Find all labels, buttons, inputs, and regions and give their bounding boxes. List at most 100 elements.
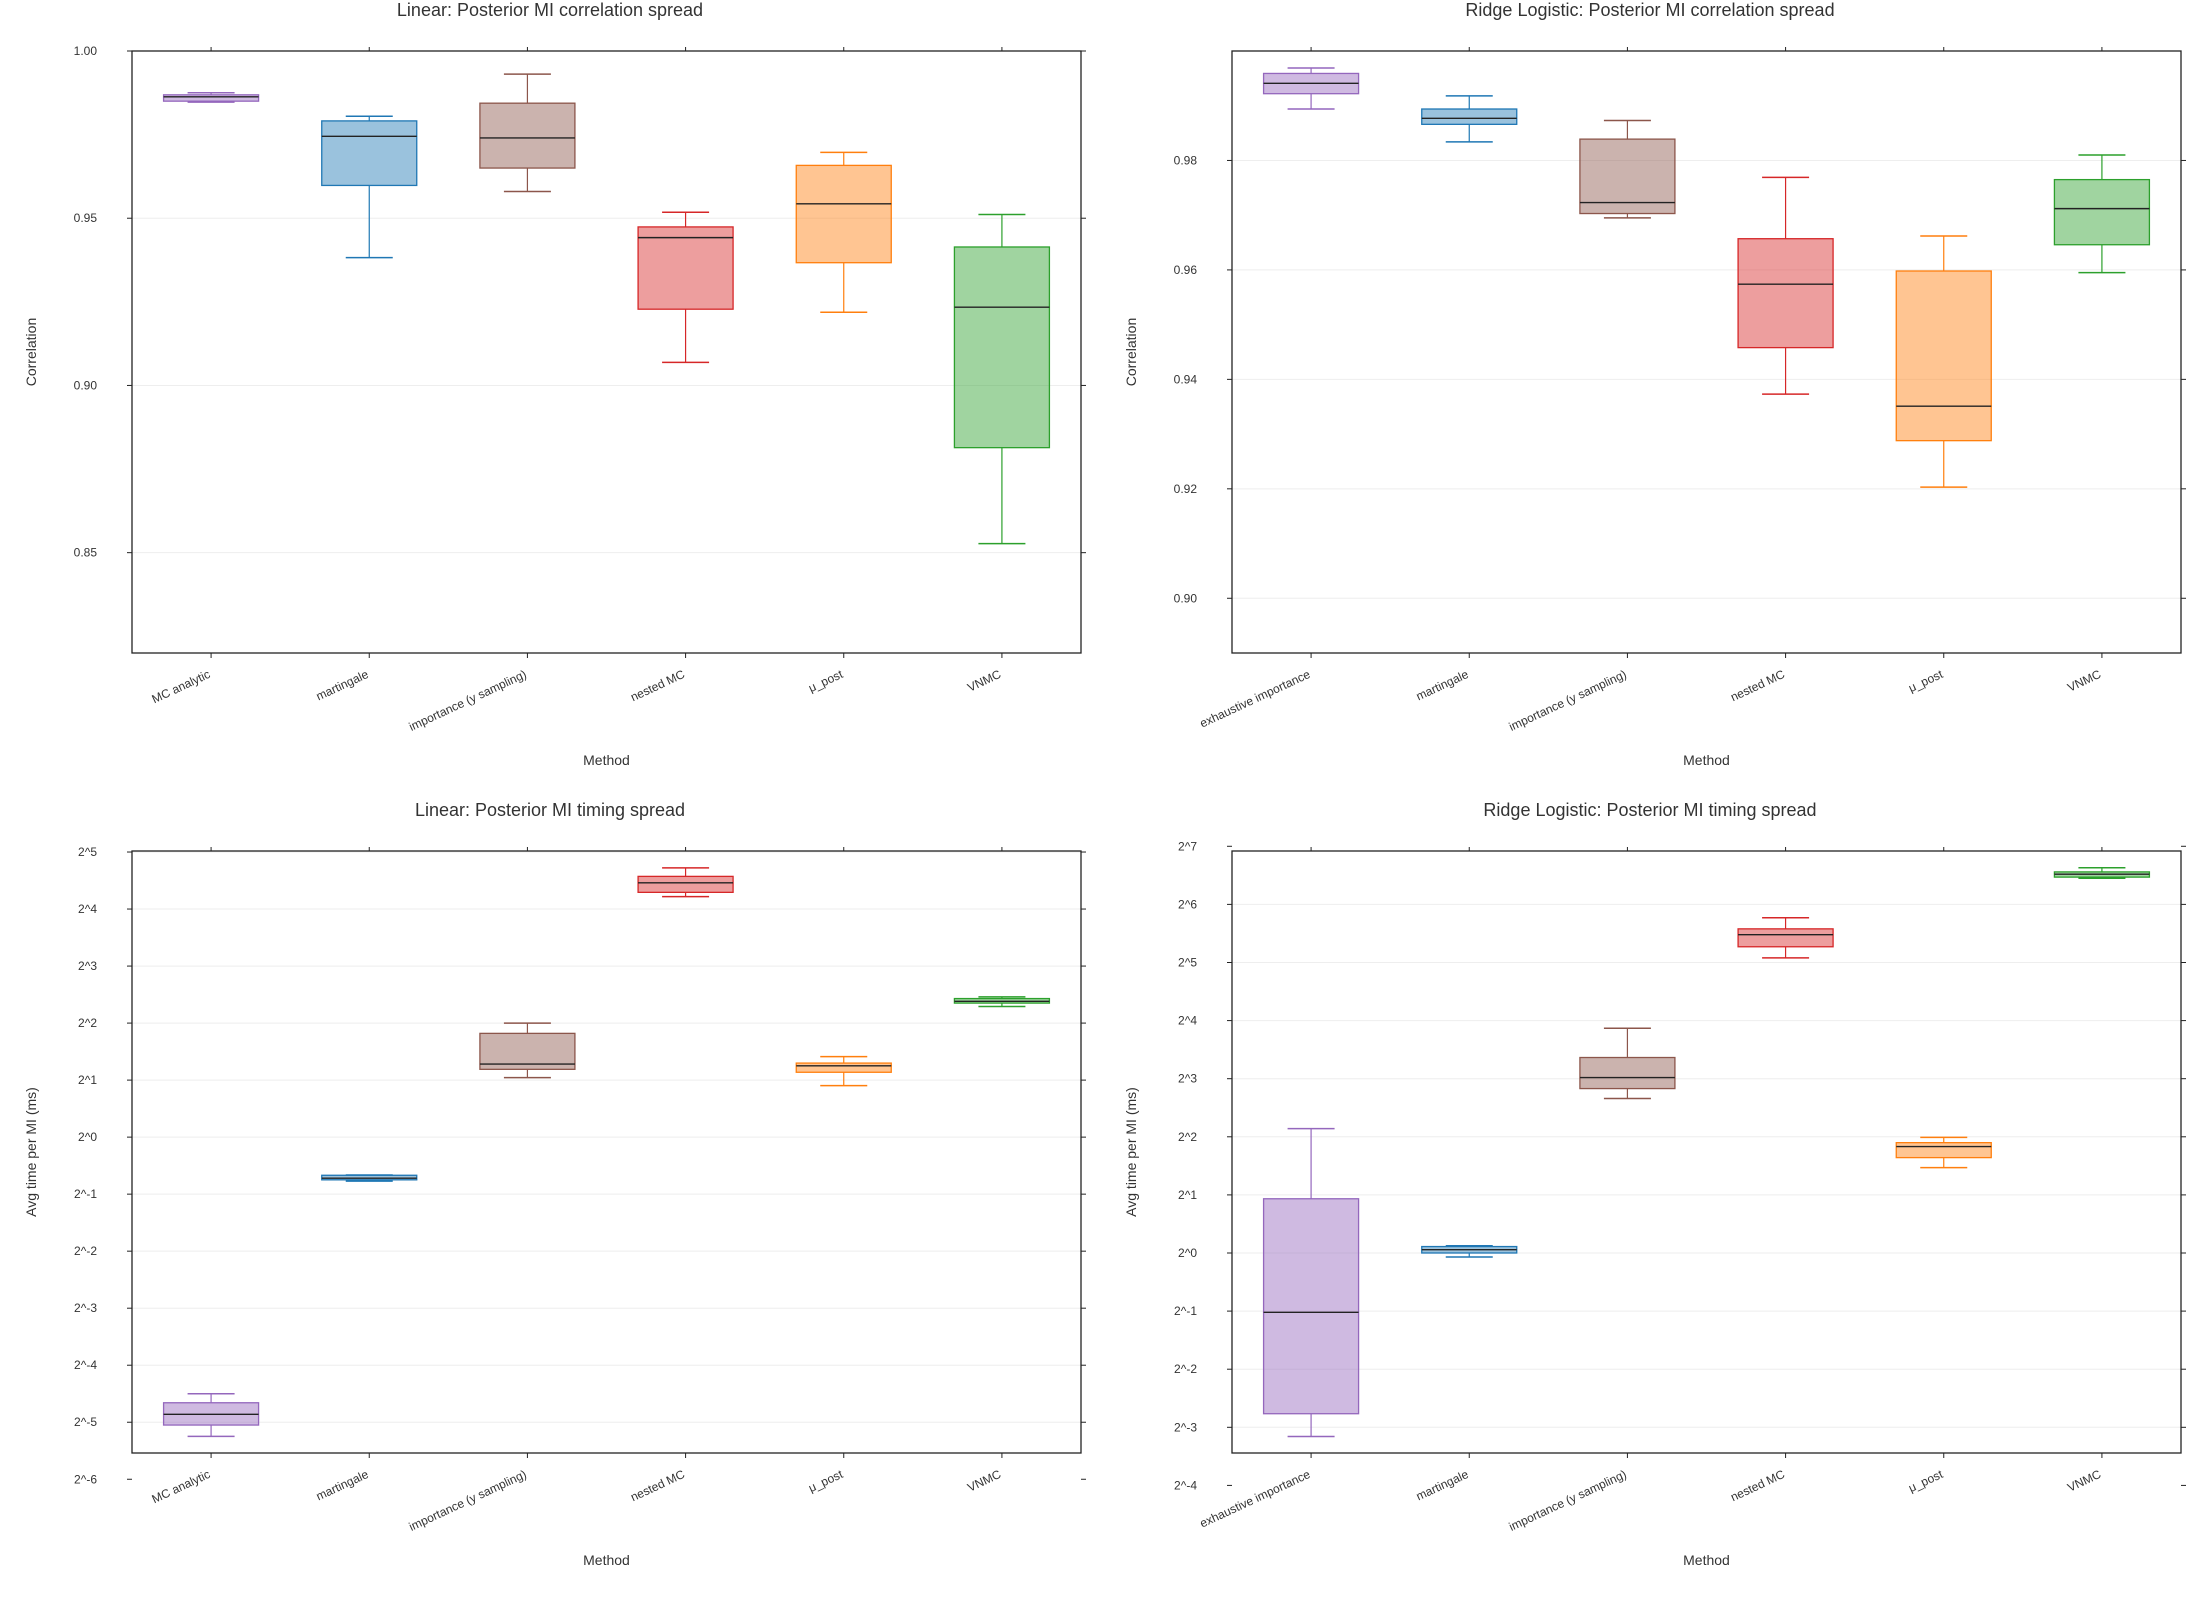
box-5 (2053, 866, 2151, 880)
box-iqr (1737, 238, 1834, 349)
x-tick-label: μ_post (1906, 667, 1945, 695)
y-tick-label: 0.92 (1174, 482, 1198, 496)
y-tick-label: 0.95 (74, 211, 98, 225)
box-iqr (1579, 138, 1676, 215)
box-iqr (953, 246, 1051, 449)
chart-title: Linear: Posterior MI correlation spread (397, 0, 703, 20)
y-tick-label: 2^5 (78, 845, 97, 859)
y-tick-label: 2^-6 (74, 1472, 97, 1486)
y-tick-label: 2^3 (1178, 1072, 1197, 1086)
chart-title: Linear: Posterior MI timing spread (415, 800, 685, 820)
plot-frame (1231, 850, 2182, 1454)
box-iqr (1737, 928, 1834, 948)
box-2 (479, 73, 576, 193)
y-tick-label: 2^1 (1178, 1188, 1197, 1202)
x-tick-label: μ_post (806, 1467, 845, 1495)
x-tick-label: nested MC (628, 667, 687, 704)
y-tick-label: 0.90 (1174, 591, 1198, 605)
y-tick-label: 2^-1 (74, 1187, 97, 1201)
x-tick-label: importance (y sampling) (407, 667, 529, 734)
box-iqr (1262, 1198, 1360, 1415)
x-tick-label: nested MC (1728, 667, 1787, 704)
y-axis-label: Correlation (1123, 318, 1139, 386)
x-axis-label: Method (1683, 1552, 1730, 1568)
y-axis-label: Correlation (23, 318, 39, 386)
y-tick-label: 2^7 (1178, 839, 1197, 853)
box-3 (637, 867, 734, 898)
box-1 (321, 115, 418, 259)
x-tick-label: martingale (1414, 667, 1471, 704)
y-tick-label: 2^5 (1178, 955, 1197, 969)
chart-title: Ridge Logistic: Posterior MI correlation… (1465, 0, 1834, 20)
box-0 (1262, 1127, 1360, 1438)
box-iqr (1421, 108, 1518, 125)
y-tick-label: 2^-4 (1174, 1478, 1197, 1492)
y-tick-label: 2^-5 (74, 1415, 97, 1429)
y-axis-label: Avg time per MI (ms) (23, 1087, 39, 1217)
x-tick-label: VNMC (2065, 667, 2103, 695)
x-tick-label: nested MC (628, 1467, 687, 1504)
x-tick-label: exhaustive importance (1198, 1467, 1313, 1531)
y-tick-label: 2^0 (1178, 1246, 1197, 1260)
x-tick-label: nested MC (1728, 1467, 1787, 1504)
x-axis-label: Method (1683, 752, 1730, 768)
chart-linear-timing: Linear: Posterior MI timing spread 2^5 2^4… (23, 800, 1086, 1568)
x-tick-label: importance (y sampling) (1507, 1467, 1629, 1534)
box-5 (2053, 154, 2151, 274)
box-0 (162, 92, 260, 103)
y-axis-label: Avg time per MI (ms) (1123, 1087, 1139, 1217)
y-tick-label: 2^0 (78, 1130, 97, 1144)
y-tick-label: 2^3 (78, 959, 97, 973)
box-iqr (2053, 178, 2151, 246)
y-tick-label: 0.94 (1174, 372, 1198, 386)
box-3 (1737, 916, 1834, 959)
x-tick-label: martingale (1414, 1467, 1471, 1504)
y-tick-label: 1.00 (74, 44, 98, 58)
box-3 (637, 211, 734, 364)
box-iqr (479, 102, 576, 169)
chart-panel-linear-timing: Linear: Posterior MI timing spread 2^5 2^4… (0, 800, 1100, 1600)
y-tick-label: 2^2 (78, 1016, 97, 1030)
box-4 (1895, 235, 1992, 488)
y-tick-label: 0.90 (74, 378, 98, 392)
chart-panel-ridge-correlation: Ridge Logistic: Posterior MI correlation… (1100, 0, 2200, 800)
plot-frame (131, 50, 1082, 654)
y-tick-label: 2^-2 (74, 1244, 97, 1258)
box-1 (1421, 1245, 1518, 1258)
box-0 (1262, 67, 1360, 110)
box-1 (321, 1174, 418, 1182)
y-tick-label: 2^-2 (1174, 1362, 1197, 1376)
x-tick-label: μ_post (806, 667, 845, 695)
box-iqr (795, 1062, 892, 1073)
y-tick-label: 0.98 (1174, 153, 1198, 167)
y-tick-label: 2^4 (1178, 1014, 1197, 1028)
box-0 (162, 1392, 260, 1438)
x-tick-label: importance (y sampling) (1507, 667, 1629, 734)
chart-panel-linear-correlation: Linear: Posterior MI correlation spread 1… (0, 0, 1100, 800)
box-iqr (162, 94, 260, 102)
box-iqr (1895, 270, 1992, 442)
box-iqr (321, 120, 418, 187)
box-2 (1579, 119, 1676, 219)
box-1 (1421, 95, 1518, 143)
y-tick-label: 2^-1 (1174, 1304, 1197, 1318)
box-iqr (637, 875, 734, 893)
plot-frame (131, 850, 1082, 1454)
x-tick-label: exhaustive importance (1198, 667, 1313, 731)
box-5 (953, 213, 1051, 545)
x-tick-label: MC analytic (150, 667, 213, 706)
x-tick-label: VNMC (2065, 1467, 2103, 1495)
box-2 (479, 1022, 576, 1079)
x-tick-label: MC analytic (150, 1467, 213, 1506)
x-axis-label: Method (583, 752, 630, 768)
box-iqr (795, 164, 892, 264)
y-tick-label: 2^1 (78, 1073, 97, 1087)
box-iqr (637, 226, 734, 310)
chart-ridge-correlation: Ridge Logistic: Posterior MI correlation… (1123, 0, 2186, 768)
box-iqr (1579, 1056, 1676, 1090)
box-3 (1737, 176, 1834, 395)
y-tick-label: 0.96 (1174, 263, 1198, 277)
chart-linear-correlation: Linear: Posterior MI correlation spread 1… (23, 0, 1086, 768)
box-2 (1579, 1027, 1676, 1100)
